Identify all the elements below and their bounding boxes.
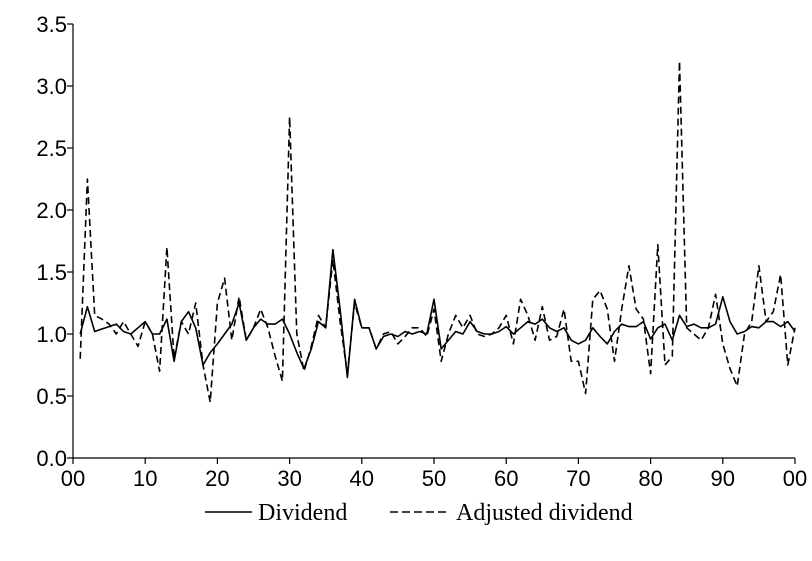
y-tick-label: 0.0 — [36, 446, 67, 471]
x-tick-label: 30 — [277, 466, 301, 491]
series-line-adjusted-dividend — [79, 60, 796, 404]
axes: 0.0 0.5 1.0 1.5 2.0 2.5 3.0 3.5 00 10 20 30 40 50 60 70… — [36, 12, 807, 491]
x-tick-label: 50 — [422, 466, 446, 491]
x-tick-label: 00 — [61, 466, 85, 491]
legend-label-dividend: Dividend — [258, 500, 347, 526]
x-tick-label: 10 — [133, 466, 157, 491]
x-tick-label: 20 — [205, 466, 229, 491]
y-tick-label: 3.0 — [36, 74, 67, 99]
series-line-dividend — [79, 248, 796, 379]
y-tick-label: 2.0 — [36, 198, 67, 223]
y-tick-label: 1.5 — [36, 260, 67, 285]
x-tick-label: 80 — [638, 466, 662, 491]
y-tick-label: 2.5 — [36, 136, 67, 161]
x-tick-label: 60 — [494, 466, 518, 491]
y-tick-label: 1.0 — [36, 322, 67, 347]
x-tick-label: 70 — [566, 466, 590, 491]
x-tick-label: 90 — [711, 466, 735, 491]
plot-lines — [79, 60, 796, 404]
x-tick-label: 00 — [783, 466, 807, 491]
y-tick-label: 0.5 — [36, 384, 67, 409]
legend: Dividend Adjusted dividend — [205, 500, 633, 526]
x-tick-label: 40 — [350, 466, 374, 491]
y-tick-label: 3.5 — [36, 12, 67, 37]
legend-label-adjusted-dividend: Adjusted dividend — [456, 500, 633, 526]
